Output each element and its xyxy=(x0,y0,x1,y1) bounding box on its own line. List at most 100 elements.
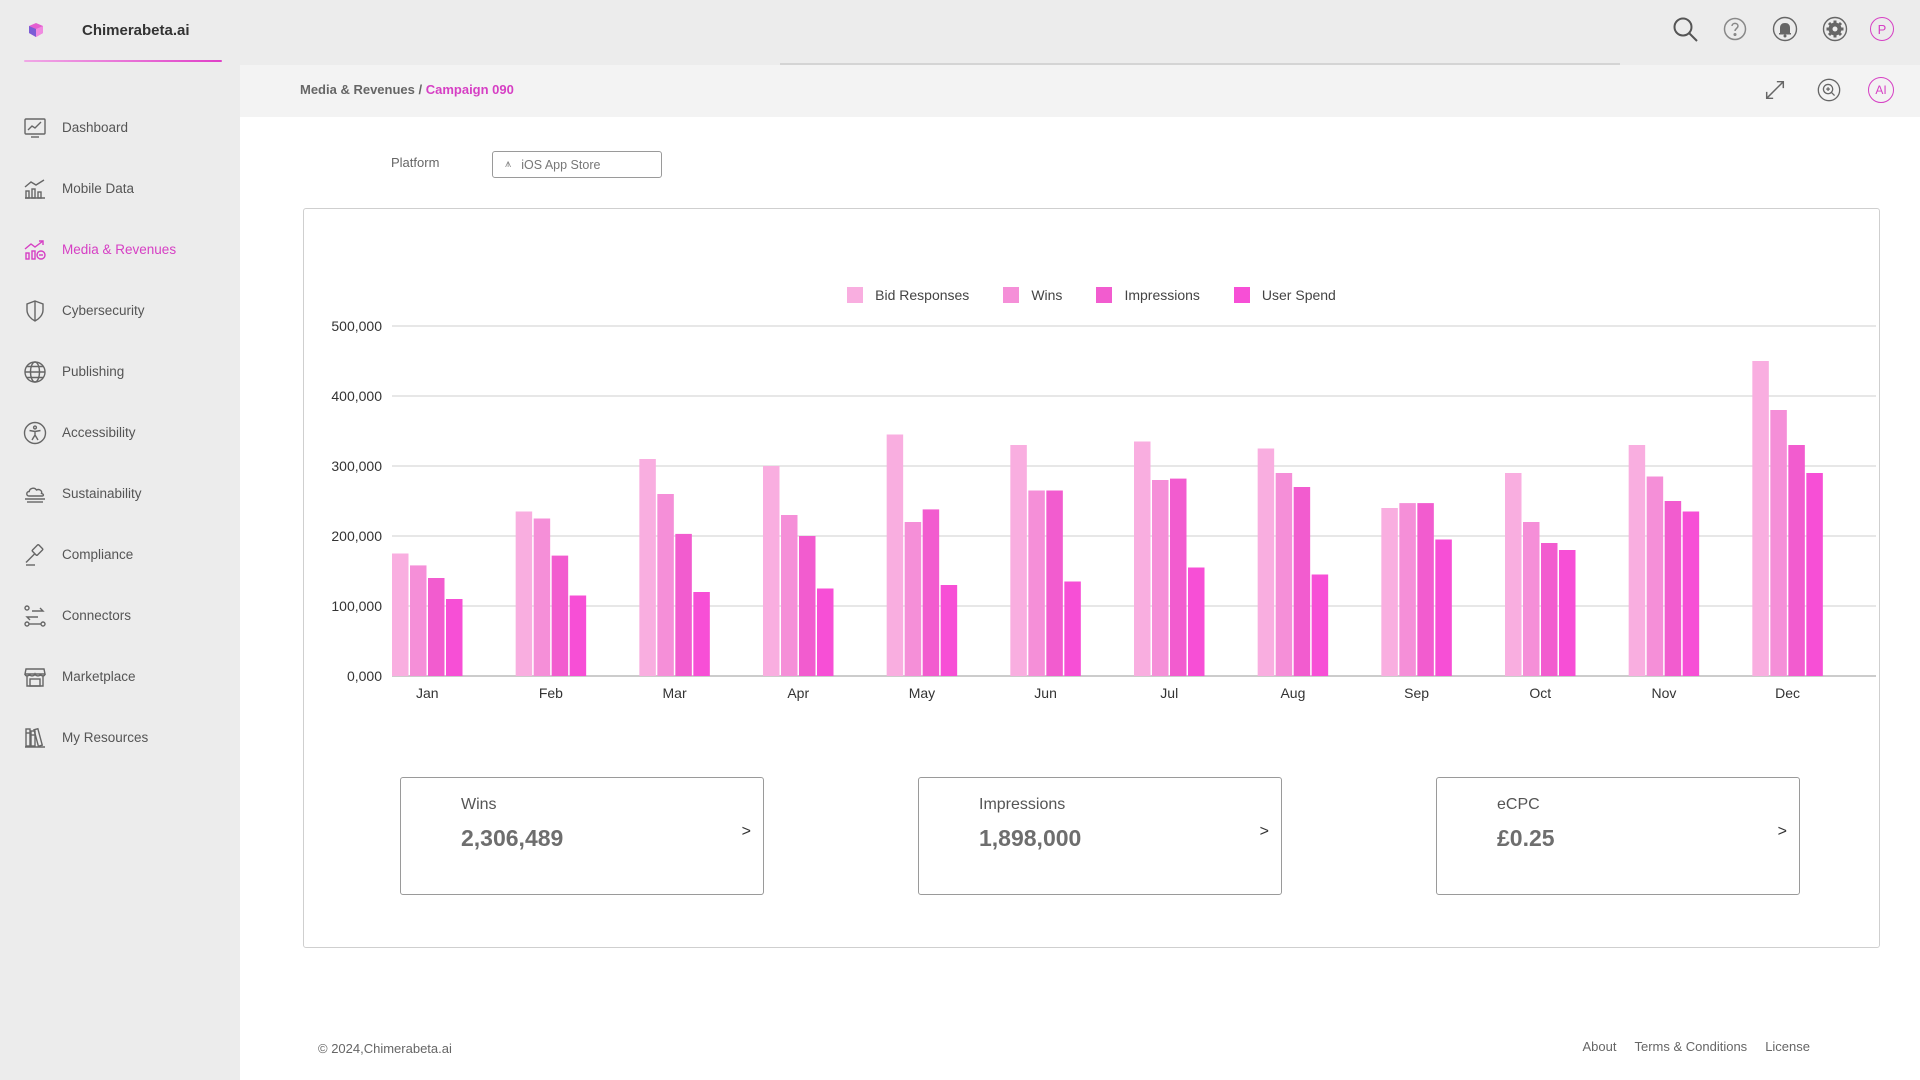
sidebar-item-dashboard[interactable]: Dashboard xyxy=(0,97,240,158)
accessibility-icon xyxy=(22,420,48,446)
chart-legend: Bid Responses Wins Impressions User Spen… xyxy=(304,287,1879,303)
sidebar-item-compliance[interactable]: Compliance xyxy=(0,524,240,585)
chart-card: Bid Responses Wins Impressions User Spen… xyxy=(303,208,1880,948)
legend-item-bid-responses[interactable]: Bid Responses xyxy=(847,287,969,303)
bar xyxy=(428,578,445,676)
bar xyxy=(1417,503,1434,676)
platform-select[interactable]: ⩚ iOS App Store xyxy=(492,151,662,178)
chevron-right-icon: > xyxy=(1777,823,1787,840)
bar xyxy=(1152,480,1169,676)
bar xyxy=(446,599,463,676)
bar xyxy=(781,515,798,676)
search-icon[interactable] xyxy=(1670,14,1700,44)
breadcrumb-current: Campaign 090 xyxy=(425,82,514,97)
footer-link-about[interactable]: About xyxy=(1582,1039,1617,1054)
top-bar-actions: P xyxy=(1670,14,1894,44)
expand-icon[interactable] xyxy=(1760,75,1790,105)
brand-name: Chimerabeta.ai xyxy=(82,21,190,39)
bar xyxy=(1646,476,1664,676)
bar xyxy=(1293,487,1311,676)
y-tick-label: 0,000 xyxy=(347,668,382,684)
bar xyxy=(657,494,674,676)
sidebar-item-label: My Resources xyxy=(62,730,149,745)
bar xyxy=(1752,361,1769,676)
bar xyxy=(1028,490,1045,676)
bar xyxy=(799,536,816,676)
x-tick-label: Aug xyxy=(1280,685,1305,701)
bar xyxy=(639,459,656,676)
sidebar-item-accessibility[interactable]: Accessibility xyxy=(0,402,240,463)
kpi-label: eCPC xyxy=(1497,796,1540,813)
bar xyxy=(1257,448,1275,676)
sidebar-item-mobile-data[interactable]: Mobile Data xyxy=(0,158,240,219)
sidebar-item-publishing[interactable]: Publishing xyxy=(0,341,240,402)
legend-swatch xyxy=(1096,287,1113,303)
kpi-card-impressions[interactable]: Impressions 1,898,000 > xyxy=(918,777,1282,895)
footer-link-license[interactable]: License xyxy=(1765,1039,1810,1054)
bell-icon[interactable] xyxy=(1770,14,1800,44)
kpi-value: £0.25 xyxy=(1497,825,1555,851)
bar xyxy=(675,533,692,676)
gavel-icon xyxy=(22,542,48,568)
x-tick-label: Jan xyxy=(416,685,439,701)
bar xyxy=(904,522,922,676)
bar xyxy=(1064,581,1081,676)
kpi-card-wins[interactable]: Wins 2,306,489 > xyxy=(400,777,764,895)
sidebar-item-label: Dashboard xyxy=(62,120,129,135)
bar xyxy=(1505,473,1522,676)
page-tools: AI xyxy=(1760,75,1894,105)
bar xyxy=(817,588,834,676)
breadcrumb-parent[interactable]: Media & Revenues xyxy=(300,82,415,97)
bar xyxy=(1682,511,1700,676)
legend-label: Wins xyxy=(1031,287,1063,303)
sidebar-item-connectors[interactable]: Connectors xyxy=(0,585,240,646)
bar xyxy=(1311,574,1329,676)
zoom-in-icon[interactable] xyxy=(1814,75,1844,105)
user-avatar[interactable]: P xyxy=(1870,17,1894,41)
sidebar-item-label: Marketplace xyxy=(62,669,136,684)
app-store-icon: ⩚ xyxy=(505,158,512,170)
kpi-card-ecpc[interactable]: eCPC £0.25 > xyxy=(1436,777,1800,895)
bar xyxy=(1435,539,1452,676)
x-tick-label: Apr xyxy=(787,685,809,701)
sidebar-item-label: Media & Revenues xyxy=(62,242,177,257)
legend-item-impressions[interactable]: Impressions xyxy=(1096,287,1200,303)
footer-link-terms[interactable]: Terms & Conditions xyxy=(1634,1039,1748,1054)
cloud-icon xyxy=(22,481,48,507)
platform-label: Platform xyxy=(391,155,440,170)
brand-underline xyxy=(24,60,222,62)
y-tick-label: 100,000 xyxy=(331,598,382,614)
connectors-icon xyxy=(22,603,48,629)
trend-chart-icon xyxy=(22,237,48,263)
bar xyxy=(940,585,958,676)
bar-chart-icon xyxy=(22,176,48,202)
kpi-value: 2,306,489 xyxy=(461,825,564,851)
chevron-right-icon: > xyxy=(1259,823,1269,840)
legend-item-user-spend[interactable]: User Spend xyxy=(1233,287,1336,303)
breadcrumb: Media & Revenues / Campaign 090 xyxy=(300,82,514,97)
x-tick-label: Mar xyxy=(663,685,687,701)
sidebar-item-cybersecurity[interactable]: Cybersecurity xyxy=(0,280,240,341)
legend-item-wins[interactable]: Wins xyxy=(1003,287,1062,303)
kpi-value: 1,898,000 xyxy=(979,825,1082,851)
globe-icon xyxy=(22,359,48,385)
bar xyxy=(1541,543,1558,676)
sidebar-item-label: Cybersecurity xyxy=(62,303,145,318)
ai-assistant-button[interactable]: AI xyxy=(1868,77,1894,103)
bar xyxy=(1806,473,1823,676)
dashboard-chart-icon xyxy=(22,115,48,141)
x-tick-label: Jun xyxy=(1034,685,1057,701)
sidebar-item-media-revenues[interactable]: Media & Revenues xyxy=(0,219,240,280)
sidebar-item-sustainability[interactable]: Sustainability xyxy=(0,463,240,524)
platform-select-value: iOS App Store xyxy=(521,157,601,172)
gear-icon[interactable] xyxy=(1820,14,1850,44)
help-icon[interactable] xyxy=(1720,14,1750,44)
sidebar-item-label: Connectors xyxy=(62,608,132,623)
brand[interactable]: Chimerabeta.ai xyxy=(26,18,190,42)
legend-label: Bid Responses xyxy=(875,287,970,303)
brand-logo-icon xyxy=(29,23,43,37)
x-tick-label: Nov xyxy=(1651,685,1676,701)
sidebar-item-marketplace[interactable]: Marketplace xyxy=(0,646,240,707)
bar xyxy=(1275,473,1293,676)
sidebar-item-my-resources[interactable]: My Resources xyxy=(0,707,240,768)
